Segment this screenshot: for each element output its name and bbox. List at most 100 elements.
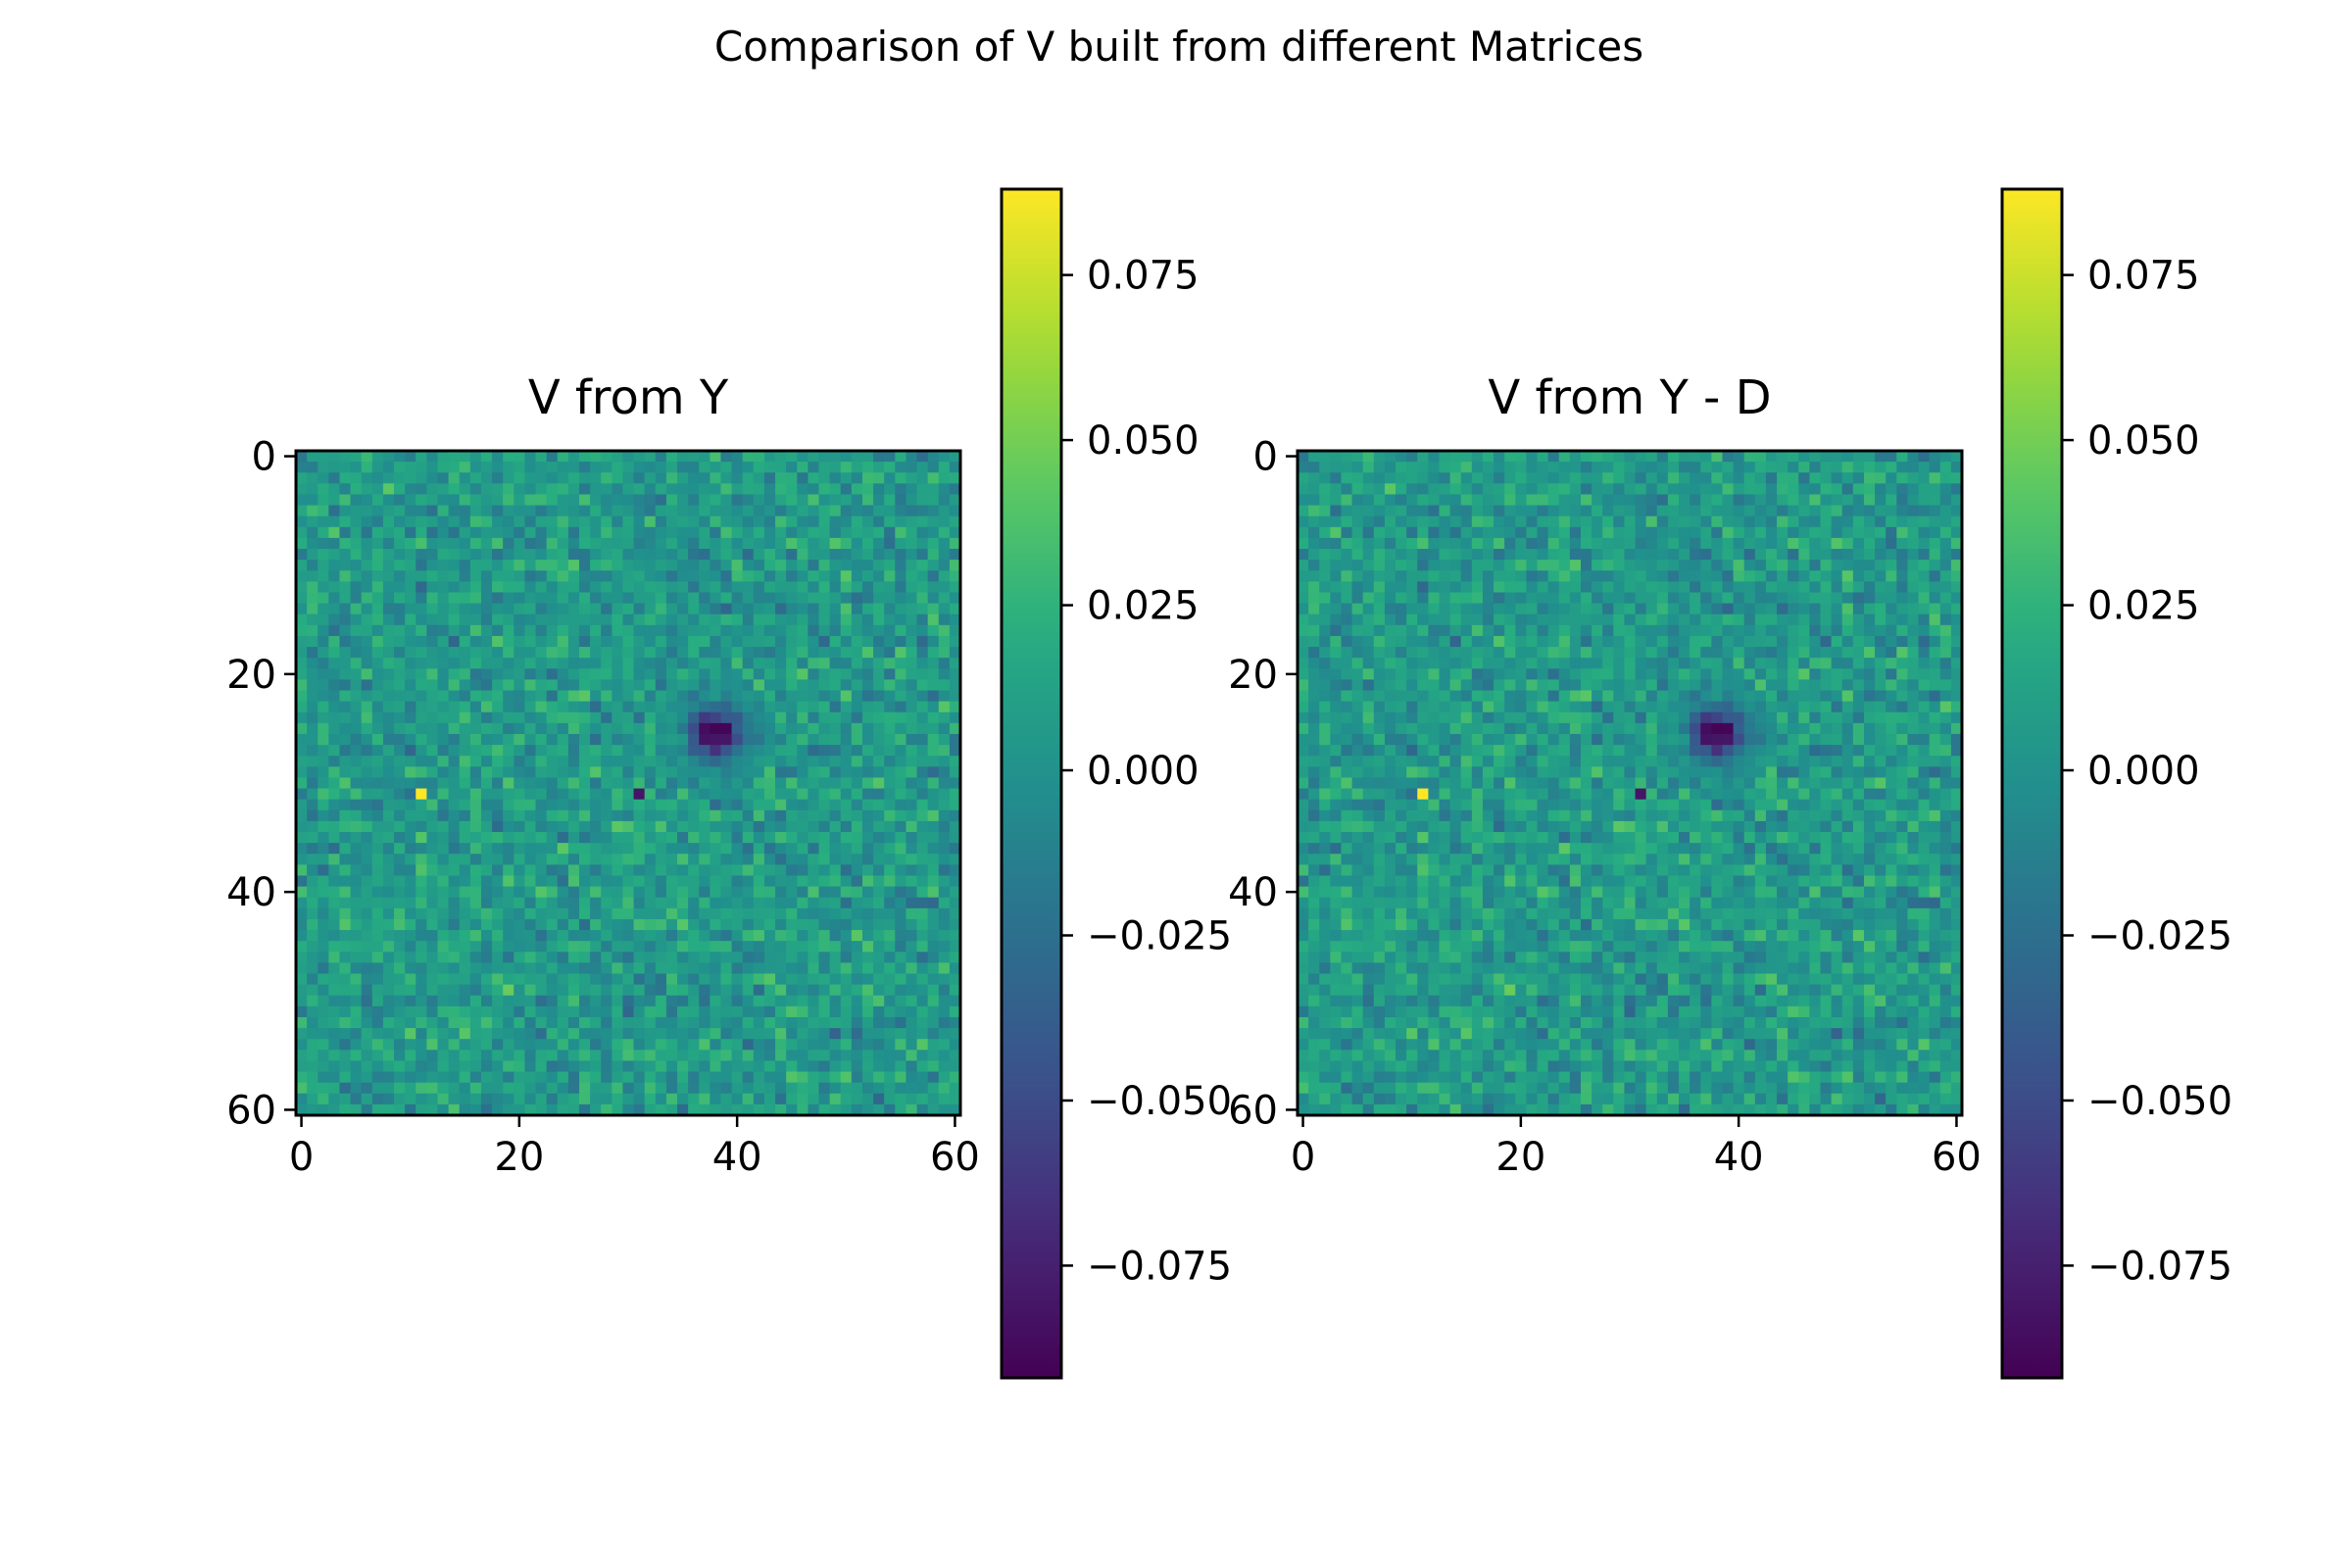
heatmap-cell — [437, 537, 450, 550]
heatmap-cell — [1754, 451, 1767, 463]
heatmap-cell — [426, 843, 439, 855]
heatmap-cell — [557, 756, 569, 767]
heatmap-cell — [873, 756, 885, 767]
heatmap-cell — [448, 973, 461, 986]
heatmap-cell — [655, 766, 667, 779]
heatmap-cell — [895, 537, 907, 550]
heatmap-cell — [503, 483, 514, 496]
heatmap-cell — [861, 1039, 874, 1051]
heatmap-cell — [524, 820, 537, 833]
heatmap-cell — [851, 788, 863, 801]
heatmap-cell — [1875, 624, 1886, 637]
heatmap-cell — [405, 1071, 416, 1084]
heatmap-cell — [328, 941, 341, 953]
heatmap-cell — [296, 701, 308, 713]
heatmap-cell — [1863, 581, 1876, 594]
heatmap-cell — [906, 526, 918, 539]
heatmap-cell — [492, 603, 504, 615]
heatmap-cell — [469, 854, 482, 865]
heatmap-cell — [688, 658, 700, 669]
heatmap-cell — [1439, 515, 1451, 528]
heatmap-cell — [840, 973, 853, 986]
heatmap-cell — [622, 1082, 635, 1095]
heatmap-cell — [938, 918, 951, 931]
heatmap-cell — [459, 995, 471, 1007]
heatmap-cell — [437, 995, 450, 1007]
heatmap-cell — [633, 635, 646, 648]
heatmap-cell — [786, 472, 798, 484]
heatmap-cell — [786, 864, 798, 877]
heatmap-cell — [546, 843, 559, 855]
heatmap-cell — [1754, 560, 1767, 571]
heatmap-cell — [296, 624, 308, 637]
heatmap-cell — [612, 1071, 624, 1084]
heatmap-cell — [906, 451, 918, 463]
heatmap-cell — [612, 668, 624, 681]
heatmap-cell — [688, 820, 700, 833]
heatmap-cell — [655, 526, 667, 539]
heatmap-cell — [1384, 570, 1396, 582]
heatmap-cell — [318, 451, 329, 463]
heatmap-cell — [361, 494, 373, 507]
heatmap-cell — [371, 897, 384, 909]
heatmap-cell — [633, 515, 646, 528]
heatmap-cell — [437, 722, 450, 735]
heatmap-cell — [405, 701, 416, 713]
heatmap-cell — [437, 658, 450, 669]
heatmap-cell — [514, 658, 526, 669]
heatmap-cell — [818, 526, 831, 539]
heatmap-cell — [1580, 603, 1592, 615]
heatmap-cell — [318, 1028, 329, 1040]
heatmap-cell — [829, 711, 842, 724]
heatmap-cell — [524, 515, 537, 528]
heatmap-cell — [1711, 472, 1724, 484]
heatmap-cell — [1733, 570, 1745, 582]
heatmap-cell — [808, 809, 820, 822]
heatmap-cell — [514, 505, 526, 517]
heatmap-cell — [1743, 451, 1756, 463]
heatmap-cell — [382, 1039, 395, 1051]
heatmap-cell — [916, 462, 929, 473]
heatmap-cell — [840, 668, 853, 681]
heatmap-cell — [557, 560, 569, 571]
heatmap-cell — [622, 658, 635, 669]
heatmap-cell — [808, 918, 820, 931]
heatmap-cell — [906, 756, 918, 767]
heatmap-cell — [557, 941, 569, 953]
heatmap-cell — [633, 472, 646, 484]
heatmap-cell — [1809, 560, 1822, 571]
heatmap-cell — [916, 854, 929, 865]
heatmap-cell — [916, 624, 929, 637]
heatmap-cell — [590, 679, 602, 692]
heatmap-cell — [829, 581, 842, 594]
heatmap-cell — [1428, 549, 1441, 561]
heatmap-cell — [524, 462, 537, 473]
heatmap-cell — [1939, 624, 1952, 637]
heatmap-cell — [448, 1082, 461, 1095]
heatmap-cell — [775, 973, 787, 986]
heatmap-cell — [644, 930, 657, 942]
heatmap-cell — [742, 668, 755, 681]
heatmap-cell — [469, 472, 482, 484]
heatmap-cell — [405, 549, 416, 561]
heatmap-cell — [786, 809, 798, 822]
heatmap-cell — [1330, 462, 1343, 473]
heatmap-cell — [1439, 570, 1451, 582]
heatmap-cell — [938, 592, 951, 605]
heatmap-cell — [590, 854, 602, 865]
heatmap-cell — [861, 1050, 874, 1062]
heatmap-cell — [644, 809, 657, 822]
heatmap-cell — [1592, 526, 1603, 539]
heatmap-cell — [1667, 658, 1680, 669]
heatmap-cell — [382, 658, 395, 669]
heatmap-cell — [949, 897, 961, 909]
heatmap-cell — [1831, 592, 1843, 605]
heatmap-cell — [699, 658, 710, 669]
heatmap-cell — [328, 679, 341, 692]
heatmap-cell — [1558, 647, 1571, 659]
heatmap-cell — [1515, 526, 1528, 539]
heatmap-cell — [557, 701, 569, 713]
heatmap-cell — [1384, 624, 1396, 637]
heatmap-cell — [742, 897, 755, 909]
heatmap-cell — [318, 647, 329, 659]
